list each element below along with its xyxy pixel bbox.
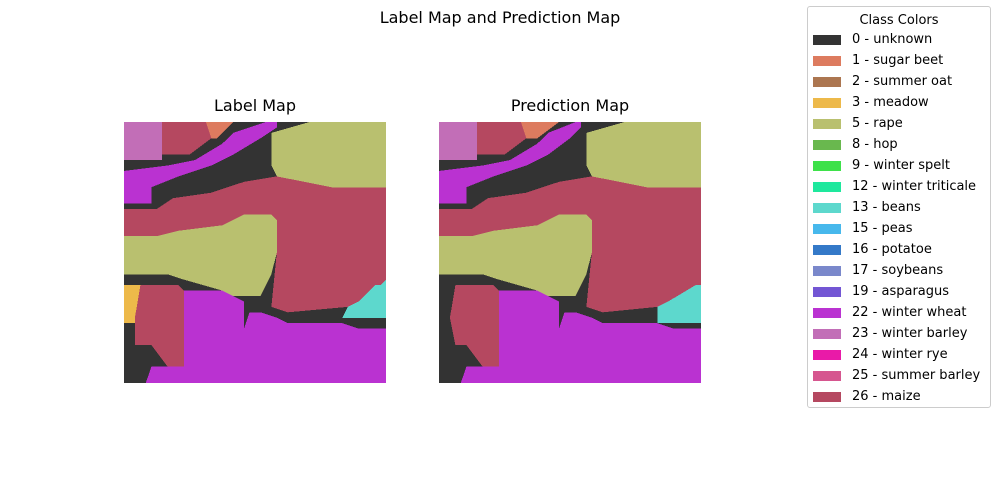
legend-entry: 5 - rape [808,113,990,134]
legend-entry: 8 - hop [808,134,990,155]
legend-title: Class Colors [859,13,939,28]
legend-label: 0 - unknown [852,32,933,47]
class-region-22 [439,122,581,204]
class-region-22 [145,290,245,383]
legend-entry: 3 - meadow [808,92,990,113]
legend-swatch [813,244,841,255]
class-region-22 [233,312,386,383]
class-region-26 [134,285,185,367]
legend-swatch [813,76,841,87]
legend-entry: 9 - winter spelt [808,155,990,176]
legend-entry: 16 - potatoe [808,239,990,260]
legend-label: 13 - beans [852,200,921,215]
class-region-5 [124,214,277,296]
legend-entry: 15 - peas [808,218,990,239]
class-region-5 [586,122,701,188]
legend-swatch [813,391,841,402]
class-region-13 [657,285,701,324]
legend-label: 5 - rape [852,116,903,131]
legend-entry: 2 - summer oat [808,71,990,92]
legend-swatch [813,202,841,213]
legend-entry: 22 - winter wheat [808,302,990,323]
legend-label: 16 - potatoe [852,242,932,257]
legend-label: 3 - meadow [852,95,929,110]
legend-entry: 0 - unknown [808,29,990,50]
class-region-1 [205,122,234,139]
class-region-5 [271,122,386,188]
legend-label: 12 - winter triticale [852,179,977,194]
legend-label: 2 - summer oat [852,74,953,89]
class-region-26 [439,176,701,313]
class-region-22 [460,290,560,383]
legend-entry: 12 - winter triticale [808,176,990,197]
class-region-26 [449,285,500,367]
legend-label: 26 - maize [852,389,921,404]
legend-label: 1 - sugar beet [852,53,944,68]
legend-entry: 13 - beans [808,197,990,218]
legend-entry: 23 - winter barley [808,323,990,344]
legend-swatch [813,55,841,66]
legend-label: 25 - summer barley [852,368,981,383]
class-region-22 [124,122,277,204]
legend-label: 17 - soybeans [852,263,944,278]
label-map-image [124,122,386,383]
class-region-22 [548,312,701,383]
legend-label: 19 - asparagus [852,284,950,299]
legend-swatch [813,328,841,339]
legend-label: 9 - winter spelt [852,158,951,173]
legend-swatch [813,349,841,360]
class-region-26 [162,122,212,155]
class-region-26 [477,122,527,155]
class-region-1 [520,122,560,139]
legend-swatch [813,223,841,234]
prediction-map-title: Prediction Map [510,96,630,115]
legend-swatch [813,118,841,129]
class-colors-legend: Class Colors 0 - unknown 1 - sugar beet 2 … [807,6,991,408]
legend-entry: 1 - sugar beet [808,50,990,71]
legend-entry: 17 - soybeans [808,260,990,281]
legend-entry: 24 - winter rye [808,344,990,365]
legend-swatch [813,139,841,150]
figure-title: Label Map and Prediction Map [379,8,621,27]
legend-label: 22 - winter wheat [852,305,967,320]
legend-label: 15 - peas [852,221,913,236]
legend-items: 0 - unknown 1 - sugar beet 2 - summer oat 3… [808,29,990,407]
legend-label: 8 - hop [852,137,898,152]
legend-entry: 25 - summer barley [808,365,990,386]
class-region-23 [439,122,478,161]
legend-swatch [813,307,841,318]
class-region-23 [124,122,163,161]
legend-swatch [813,34,841,45]
class-region-13 [342,279,386,318]
legend-swatch [813,160,841,171]
class-region-26 [124,176,386,313]
legend-entry: 26 - maize [808,386,990,407]
legend-label: 24 - winter rye [852,347,948,362]
legend-swatch [813,97,841,108]
label-map-title: Label Map [213,96,296,115]
legend-swatch [813,286,841,297]
legend-entry: 19 - asparagus [808,281,990,302]
legend-label: 23 - winter barley [852,326,968,341]
class-region-5 [439,214,592,296]
legend-swatch [813,265,841,276]
prediction-map-image [439,122,701,383]
legend-swatch [813,370,841,381]
legend-swatch [813,181,841,192]
